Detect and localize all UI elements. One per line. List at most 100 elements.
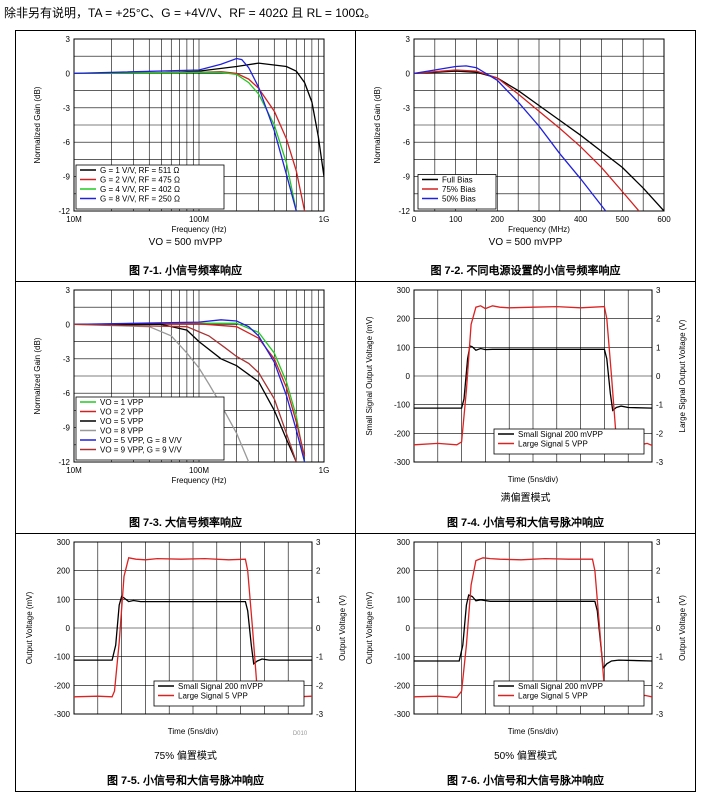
- y2-tick-label: -1: [656, 401, 664, 410]
- series-line: [74, 323, 297, 462]
- series-line: [414, 70, 664, 211]
- x-tick-label: 600: [657, 215, 671, 224]
- x-axis-title: Time (5ns/div): [168, 727, 219, 736]
- y-tick-label: -200: [54, 681, 71, 690]
- test-conditions: 除非另有说明，TA = +25°C、G = +4V/V、RF = 402Ω 且 …: [4, 6, 377, 20]
- y2-tick-label: 0: [656, 372, 661, 381]
- y-tick-label: -3: [63, 104, 71, 113]
- series-line: [74, 323, 250, 462]
- series-line: [74, 57, 297, 211]
- y-tick-label: 0: [66, 624, 71, 633]
- y-tick-label: -300: [394, 710, 411, 719]
- y-tick-label: -200: [394, 681, 411, 690]
- legend-label: G = 2 V/V, RF = 475 Ω: [100, 176, 180, 185]
- legend-label: VO = 9 VPP, G = 9 V/V: [100, 446, 182, 455]
- figure-subtitle: VO = 500 mVPP: [148, 237, 223, 248]
- x-axis-title: Time (5ns/div): [508, 475, 559, 484]
- x-axis-title: Frequency (Hz): [171, 476, 226, 485]
- figure-caption: 图 7-1. 小信号频率响应: [128, 265, 243, 277]
- x-tick-label: 400: [574, 215, 588, 224]
- x-tick-label: 10M: [66, 215, 82, 224]
- figure-caption: 图 7-3. 大信号频率响应: [128, 517, 243, 529]
- x-tick-label: 300: [532, 215, 546, 224]
- plot-frame: [73, 289, 325, 463]
- series-line: [74, 322, 306, 462]
- figure-7-4: 300 200 100 0 -100 -200 -300 3 2 1 0 -1 -2 -3 Time (5n…: [356, 282, 695, 533]
- y-tick-label: 3: [66, 286, 71, 295]
- series-line: [414, 594, 652, 670]
- y-tick-label: 300: [397, 286, 411, 295]
- figure-grid: 3 0 -3 -6 -9 -12 10M 100M 1G Frequency (Hz) Normal…: [15, 30, 696, 792]
- chart-svg: 300 200 100 0 -100 -200 -300 3 2 1 0 -1 -2 -3 Time (5n…: [25, 538, 347, 737]
- legend-label: Large Signal 5 VPP: [178, 692, 248, 701]
- y-tick-label: -12: [58, 458, 70, 467]
- legend-label: G = 1 V/V, RF = 511 Ω: [100, 166, 179, 175]
- y2-axis-title: Output Voltage (V): [338, 595, 347, 661]
- figure-subtitle: 50% 偏置模式: [494, 751, 557, 762]
- y2-axis-title: Large Signal Output Voltage (V): [678, 319, 687, 432]
- plot-frame: [73, 541, 313, 715]
- y-tick-label: 100: [57, 595, 71, 604]
- y2-tick-label: 2: [316, 567, 321, 576]
- y2-tick-label: 3: [316, 538, 321, 547]
- row-divider-1: [16, 281, 695, 282]
- y-tick-label: 100: [397, 343, 411, 352]
- legend-label: Small Signal 200 mVPP: [178, 682, 263, 691]
- series-line: [74, 595, 312, 666]
- series-line: [414, 65, 607, 211]
- y2-tick-label: -2: [316, 681, 324, 690]
- x-tick-label: 100M: [189, 215, 209, 224]
- chart-svg: 300 200 100 0 -100 -200 -300 3 2 1 0 -1 -2 -3 Time (5n…: [365, 286, 687, 484]
- figure-subtitle: VO = 500 mVPP: [488, 237, 563, 248]
- x-tick-label: 1G: [319, 466, 330, 475]
- x-tick-label: 0: [412, 215, 417, 224]
- y-tick-label: -100: [54, 653, 71, 662]
- chart-svg: 30-3-6-9-120 100 200 300 400 500 600Frequency …: [373, 35, 671, 234]
- y-axis-title: Output Voltage (mV): [25, 591, 34, 664]
- legend-label: VO = 1 VPP: [100, 398, 143, 407]
- y-axis-title: Normalized Gain (dB): [33, 337, 42, 414]
- y2-tick-label: 0: [656, 624, 661, 633]
- figure-caption: 图 7-6. 小信号和大信号脉冲响应: [446, 775, 605, 787]
- y-tick-label: -300: [394, 458, 411, 467]
- y-tick-label: 3: [406, 35, 411, 44]
- y-tick-label: -6: [63, 138, 71, 147]
- legend-label: VO = 5 VPP: [100, 417, 143, 426]
- y-tick-label: 200: [57, 567, 71, 576]
- y2-tick-label: -3: [656, 710, 664, 719]
- figure-subtitle: 75% 偏置模式: [154, 751, 217, 762]
- y-tick-label: 200: [397, 567, 411, 576]
- y-tick-label: -9: [63, 424, 71, 433]
- figure-caption: 图 7-2. 不同电源设置的小信号频率响应: [430, 265, 621, 277]
- series-line: [74, 71, 297, 211]
- plot-frame: [413, 38, 665, 212]
- legend-label: Small Signal 200 mVPP: [518, 430, 603, 439]
- legend-label: Large Signal 5 VPP: [518, 440, 588, 449]
- y-tick-label: 100: [397, 595, 411, 604]
- y-tick-label: 0: [406, 624, 411, 633]
- figure-subtitle: 满偏置模式: [500, 493, 551, 504]
- y-tick-label: 0: [66, 69, 71, 78]
- series-line: [414, 69, 640, 211]
- y-tick-label: -12: [398, 207, 410, 216]
- x-tick-label: 100: [449, 215, 463, 224]
- legend: G = 1 V/V, RF = 511 ΩG = 2 V/V, RF = 475…: [75, 164, 225, 210]
- y-tick-label: -6: [403, 138, 411, 147]
- y-tick-label: -9: [63, 173, 71, 182]
- legend-label: VO = 5 VPP, G = 8 V/V: [100, 436, 182, 445]
- y-tick-label: -100: [394, 653, 411, 662]
- y-tick-label: 200: [397, 315, 411, 324]
- plot-frame: [413, 289, 653, 463]
- y-tick-label: -12: [58, 207, 70, 216]
- figure-7-5: 300 200 100 0 -100 -200 -300 3 2 1 0 -1 -2 -3 Time (5n…: [16, 534, 355, 791]
- x-tick-label: 200: [491, 215, 505, 224]
- legend-label: 75% Bias: [442, 185, 476, 194]
- column-divider: [355, 31, 356, 791]
- legend-label: Small Signal 200 mVPP: [518, 682, 603, 691]
